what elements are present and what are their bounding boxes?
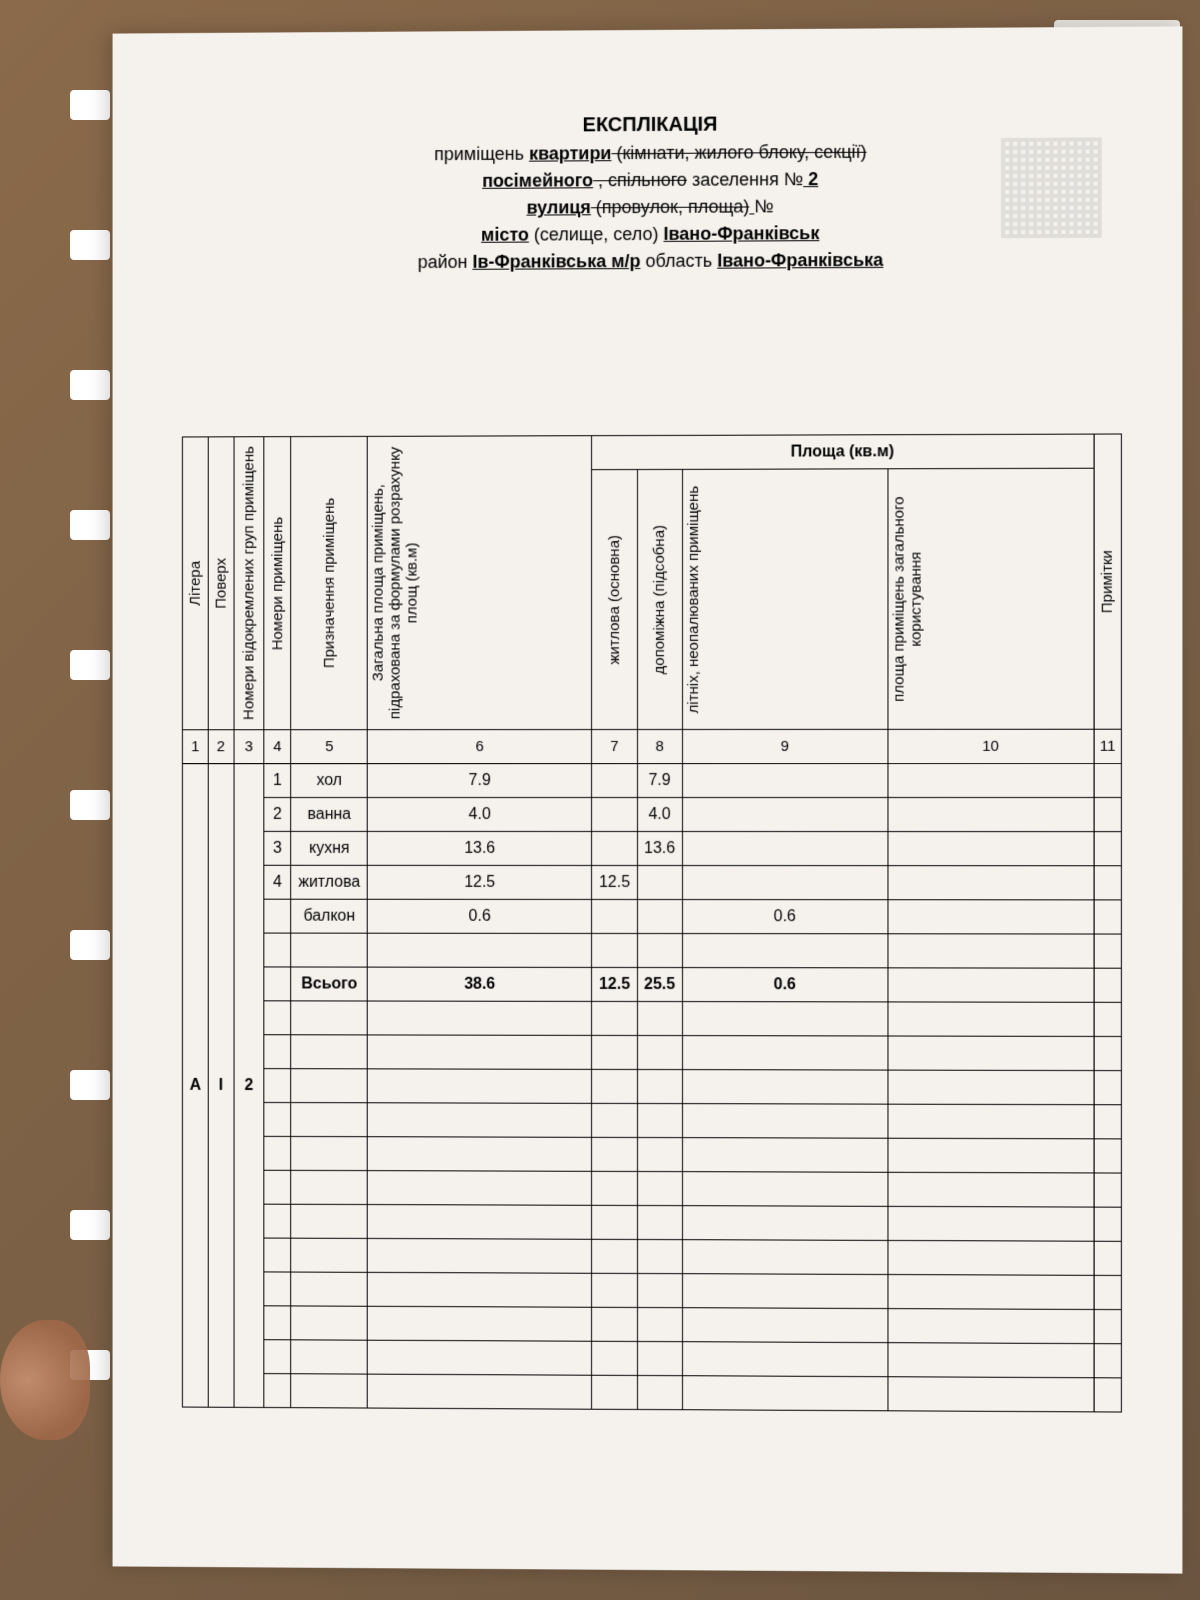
table-row: 3кухня13.613.6 <box>182 831 1121 865</box>
table-row-empty <box>182 1001 1121 1037</box>
col-total-area: Загальна площа приміщень, підрахована за… <box>368 436 592 730</box>
column-number-row: 1 2 3 4 5 6 7 8 9 10 11 <box>182 729 1121 763</box>
cell-litera: А <box>182 764 208 1408</box>
table-row: 4житлова12.512.5 <box>182 865 1121 900</box>
table-row-empty <box>182 1238 1121 1276</box>
header-line-5: район Ів-Франківська м/р область Івано-Ф… <box>182 246 1122 277</box>
col-summer: літніх, неопалюваних приміщень <box>682 469 887 730</box>
col-notes: Примітки <box>1094 434 1122 729</box>
table-row-empty <box>182 1373 1121 1412</box>
table-row: 2ванна4.04.0 <box>182 797 1121 831</box>
table-row-empty <box>182 1136 1121 1173</box>
document-page: ЕКСПЛІКАЦІЯ приміщень квартири (кімнати,… <box>113 26 1183 1573</box>
table-row-empty <box>182 1068 1121 1104</box>
table-row-empty <box>182 1170 1121 1207</box>
col-litera: Літера <box>182 437 208 730</box>
col-groups: Номери відокремлених груп приміщень <box>234 437 264 730</box>
qr-code-faint <box>1001 137 1102 238</box>
table-row-empty <box>182 1204 1121 1241</box>
table-row: А I 2 1 хол 7.9 7.9 <box>182 763 1121 797</box>
table-row-empty <box>182 1035 1121 1071</box>
cell-group: 2 <box>234 764 264 1408</box>
explication-table: Літера Поверх Номери відокремлених груп … <box>182 433 1122 1412</box>
document-header: ЕКСПЛІКАЦІЯ приміщень квартири (кімнати,… <box>182 107 1122 277</box>
table-row-totals: Всього 38.6 12.5 25.5 0.6 <box>182 967 1121 1003</box>
table-row-empty <box>182 1305 1121 1343</box>
col-floor: Поверх <box>208 437 234 730</box>
table-row-empty <box>182 1102 1121 1139</box>
col-aux: допоміжна (підсобна) <box>637 469 682 729</box>
table-row-empty <box>182 1339 1121 1378</box>
table-row-empty <box>182 1272 1121 1310</box>
col-common: площа приміщень загального користування <box>888 468 1094 729</box>
cell-floor: I <box>208 764 234 1408</box>
col-room-nums: Номери приміщень <box>264 437 291 730</box>
table-row-empty <box>182 933 1121 968</box>
col-living: житлова (основна) <box>592 470 637 730</box>
col-purpose: Призначення приміщень <box>291 436 368 729</box>
table-row: балкон0.60.6 <box>182 899 1121 934</box>
table-body: А I 2 1 хол 7.9 7.9 2ванна4.04.0 3кухня1… <box>182 763 1121 1412</box>
col-area-group: Площа (кв.м) <box>592 434 1094 470</box>
finger-photo-artifact <box>0 1320 90 1440</box>
